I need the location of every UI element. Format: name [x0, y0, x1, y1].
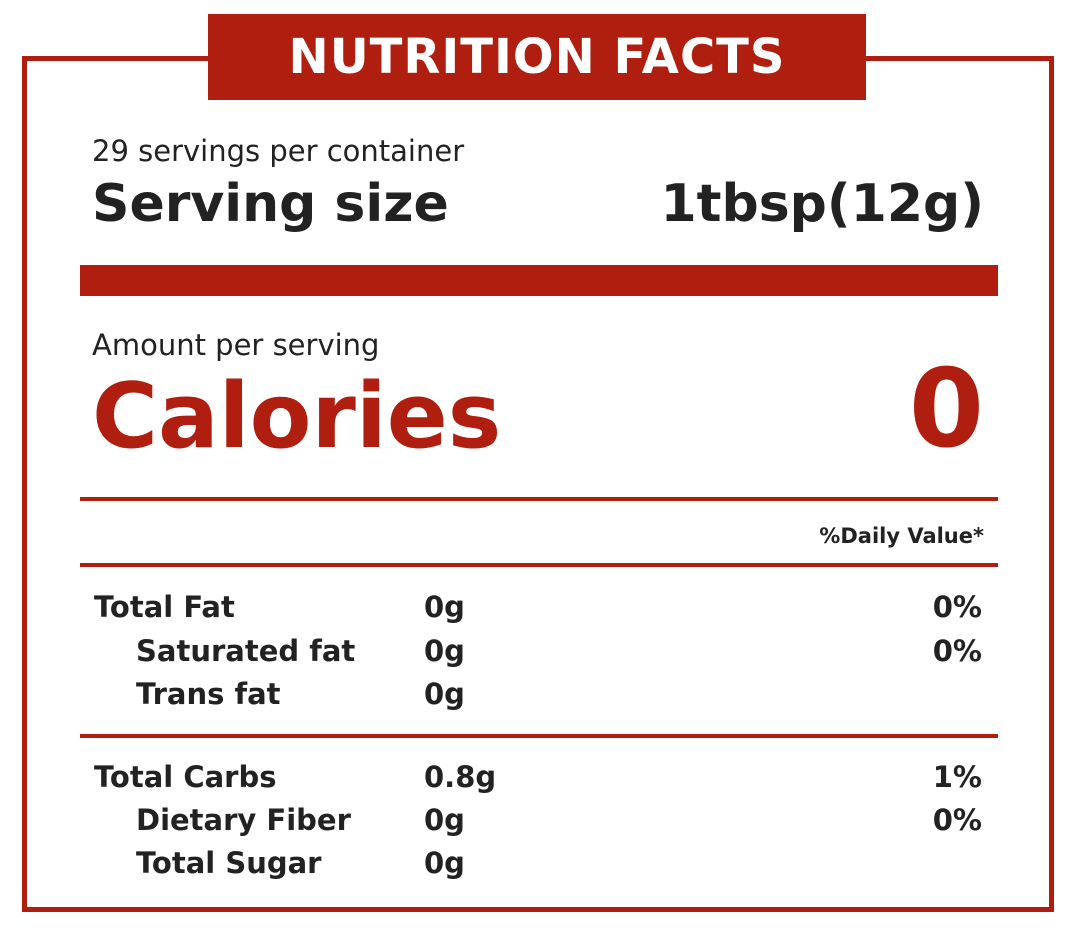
amount-per-serving-label: Amount per serving [92, 328, 380, 362]
nutrient-name-trans-fat: Trans fat [136, 677, 281, 711]
nutrient-name-total-sugar: Total Sugar [136, 846, 322, 880]
nutrient-dv-total-fat: 0% [932, 590, 982, 624]
calories-value: 0 [908, 347, 984, 472]
nutrient-name-dietary-fiber: Dietary Fiber [136, 803, 351, 837]
daily-value-header: %Daily Value* [819, 524, 984, 548]
nutrient-dv-dietary-fiber: 0% [932, 803, 982, 837]
nutrient-name-total-fat: Total Fat [94, 590, 235, 624]
divider [80, 497, 998, 501]
serving-size-label: Serving size [92, 174, 449, 234]
thick-divider [80, 265, 998, 296]
nutrient-dv-total-carbs: 1% [932, 760, 982, 794]
nutrient-dv-saturated-fat: 0% [932, 634, 982, 668]
title-banner: NUTRITION FACTS [208, 14, 866, 100]
nutrient-amount-saturated-fat: 0g [424, 634, 465, 668]
calories-label: Calories [92, 364, 502, 469]
nutrient-amount-total-fat: 0g [424, 590, 465, 624]
servings-per-container: 29 servings per container [92, 134, 465, 168]
divider [80, 563, 998, 567]
nutrient-amount-trans-fat: 0g [424, 677, 465, 711]
nutrient-amount-total-carbs: 0.8g [424, 760, 497, 794]
divider [80, 734, 998, 738]
nutrient-amount-dietary-fiber: 0g [424, 803, 465, 837]
nutrient-amount-total-sugar: 0g [424, 846, 465, 880]
page-title: NUTRITION FACTS [288, 29, 786, 85]
nutrient-name-total-carbs: Total Carbs [94, 760, 277, 794]
nutrient-name-saturated-fat: Saturated fat [136, 634, 356, 668]
serving-size-value: 1tbsp(12g) [660, 174, 984, 234]
